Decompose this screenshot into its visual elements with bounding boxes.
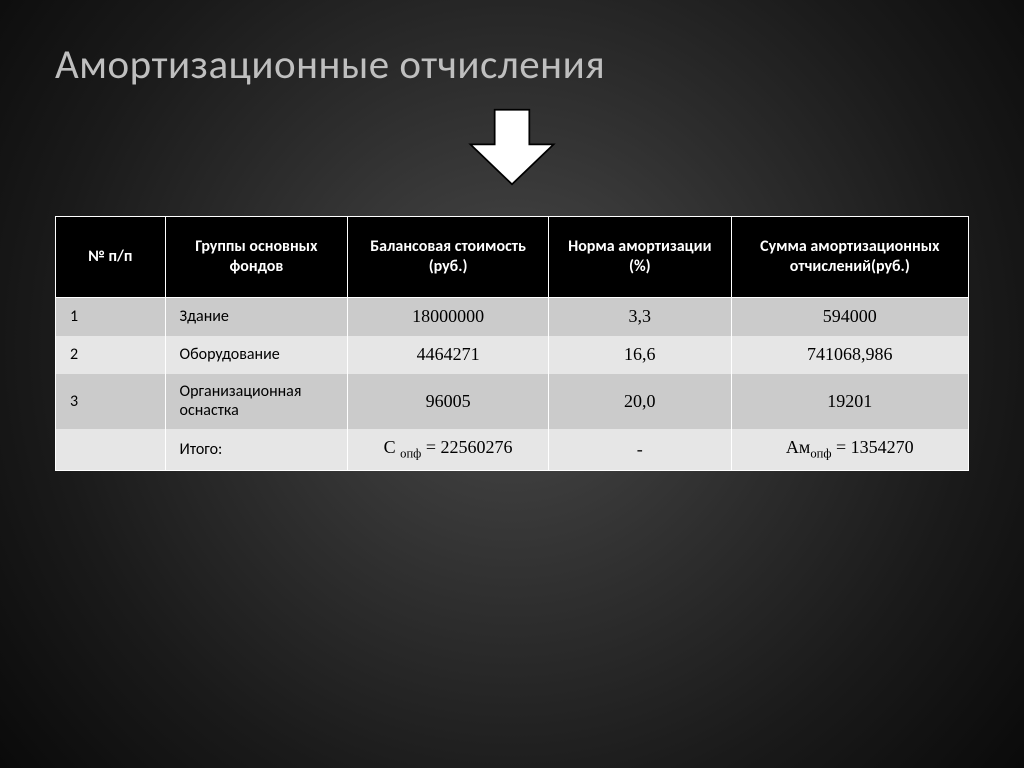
page-title: Амортизационные отчисления [55,40,969,90]
balance-value: = 22560276 [421,437,512,457]
arrow-polygon [470,110,553,185]
cell-group: Оборудование [165,336,348,374]
table-total-row: Итого: С опф = 22560276 - Амопф = 135427… [56,429,969,471]
sum-value: = 1354270 [832,437,914,457]
cell-group: Итого: [165,429,348,471]
cell-rate: 3,3 [549,298,732,336]
cell-balance: 18000000 [348,298,549,336]
cell-group: Здание [165,298,348,336]
balance-sub: опф [400,447,421,461]
arrow-container [55,108,969,186]
cell-balance: 4464271 [348,336,549,374]
cell-group: Организационная оснастка [165,374,348,429]
cell-rate: 20,0 [549,374,732,429]
slide: Амортизационные отчисления № п/п Группы … [0,0,1024,768]
col-header-rate: Норма амортизации (%) [549,217,732,298]
col-header-sum: Сумма амортизационных отчислений(руб.) [731,217,968,298]
balance-prefix: С [384,437,401,457]
cell-sum: 594000 [731,298,968,336]
sum-prefix: Ам [786,437,810,457]
cell-sum: 19201 [731,374,968,429]
down-arrow-icon [467,108,557,186]
table-row: 3 Организационная оснастка 96005 20,0 19… [56,374,969,429]
col-header-num: № п/п [56,217,166,298]
cell-rate: - [549,429,732,471]
sum-sub: опф [810,447,831,461]
cell-num: 2 [56,336,166,374]
cell-rate: 16,6 [549,336,732,374]
cell-balance: 96005 [348,374,549,429]
table-header: № п/п Группы основных фондов Балансовая … [56,217,969,298]
amortization-table: № п/п Группы основных фондов Балансовая … [55,216,969,471]
col-header-balance: Балансовая стоимость (руб.) [348,217,549,298]
cell-balance-total: С опф = 22560276 [348,429,549,471]
cell-num: 1 [56,298,166,336]
cell-num: 3 [56,374,166,429]
table-row: 2 Оборудование 4464271 16,6 741068,986 [56,336,969,374]
table-row: 1 Здание 18000000 3,3 594000 [56,298,969,336]
col-header-group: Группы основных фондов [165,217,348,298]
cell-sum-total: Амопф = 1354270 [731,429,968,471]
cell-num [56,429,166,471]
cell-sum: 741068,986 [731,336,968,374]
